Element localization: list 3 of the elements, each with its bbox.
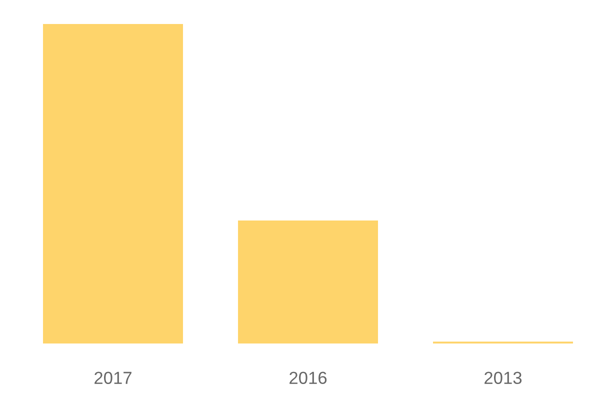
x-tick-label: 2016: [290, 372, 327, 384]
x-tick-label: 2017: [94, 372, 132, 384]
x-tick-label: 2013: [484, 372, 522, 384]
